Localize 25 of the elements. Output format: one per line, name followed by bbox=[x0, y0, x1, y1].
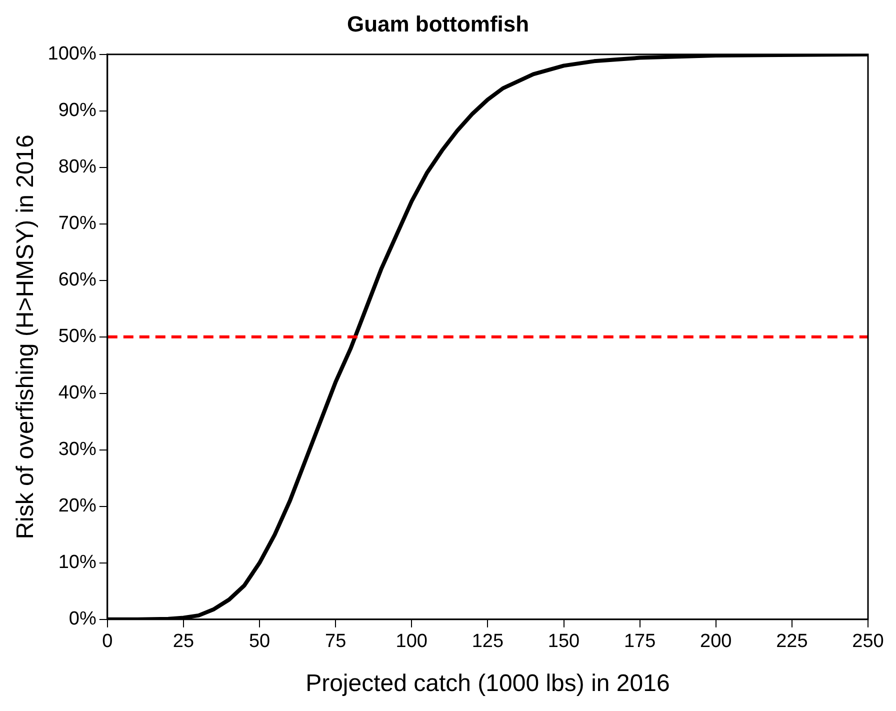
y-tick-label: 30% bbox=[58, 439, 96, 460]
x-tick-label: 225 bbox=[776, 631, 808, 652]
x-tick-label: 0 bbox=[102, 631, 113, 652]
x-tick-label: 100 bbox=[396, 631, 428, 652]
y-tick-label: 0% bbox=[68, 608, 96, 630]
y-tick-label: 60% bbox=[58, 270, 96, 291]
y-tick-label: 40% bbox=[58, 382, 96, 404]
chart-title: Guam bottomfish bbox=[346, 11, 530, 36]
y-tick-label: 100% bbox=[48, 44, 96, 65]
y-tick-label: 20% bbox=[58, 496, 96, 517]
x-tick-label: 250 bbox=[852, 631, 884, 652]
x-tick-label: 50 bbox=[248, 631, 270, 652]
x-tick-label: 125 bbox=[472, 631, 504, 652]
y-axis-title: Risk of overfishing (H>HMSY) in 2016 bbox=[12, 134, 40, 540]
y-tick-label: 90% bbox=[58, 100, 96, 122]
x-tick-label: 150 bbox=[548, 631, 580, 652]
x-tick-label: 75 bbox=[325, 631, 346, 652]
y-tick-label: 80% bbox=[58, 156, 96, 178]
y-tick-label: 50% bbox=[58, 326, 96, 348]
x-tick-label: 175 bbox=[624, 631, 656, 652]
x-tick-label: 25 bbox=[172, 631, 194, 652]
x-axis-title: Projected catch (1000 lbs) in 2016 bbox=[306, 670, 670, 698]
y-tick-label: 10% bbox=[58, 552, 96, 574]
y-tick-label: 70% bbox=[58, 213, 96, 234]
x-tick-label: 200 bbox=[700, 631, 732, 652]
